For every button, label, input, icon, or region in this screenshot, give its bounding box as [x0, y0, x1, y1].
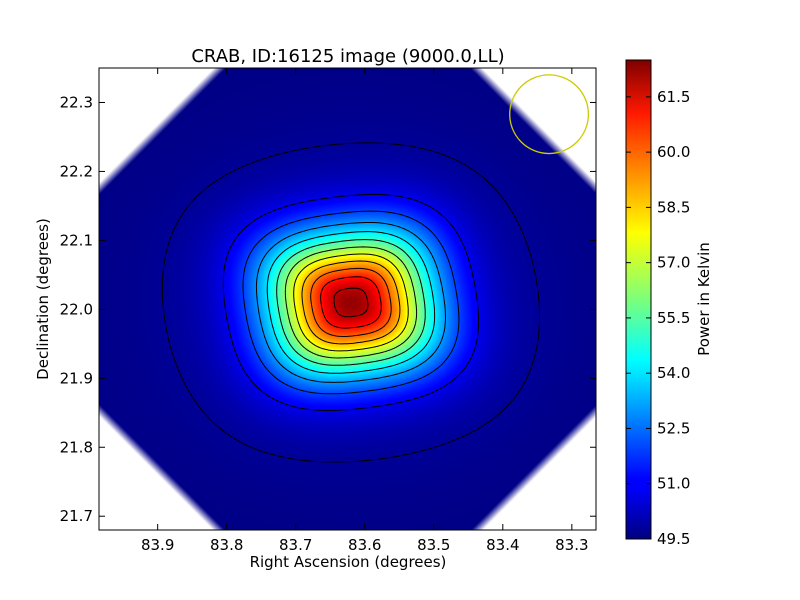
- y-axis-label: Declination (degrees): [34, 218, 52, 380]
- y-axis-ticks: 21.7 21.8 21.9 22.0 22.1 22.2 22.3: [60, 93, 596, 525]
- x-tick-label: 83.3: [555, 536, 588, 554]
- contour-line: [333, 287, 369, 318]
- colorbar-label: Power in Kelvin: [695, 242, 713, 356]
- colorbar: 49.5 51.0 52.5 54.0 55.5 57.0 58.5 60.0 61.5 Pow…: [625, 59, 713, 548]
- colorbar-gradient: [625, 59, 652, 540]
- colorbar-tick-label: 49.5: [657, 530, 690, 548]
- contour-line: [284, 246, 418, 359]
- chart-title: CRAB, ID:16125 image (9000.0,LL): [191, 46, 504, 67]
- contour-line: [222, 193, 480, 411]
- contour-line: [293, 253, 409, 352]
- contour-line: [320, 276, 382, 329]
- x-tick-label: 83.8: [210, 536, 243, 554]
- beam-circle: [509, 74, 590, 155]
- x-tick-label: 83.6: [348, 536, 381, 554]
- contour-line: [266, 231, 436, 374]
- colorbar-tick-label: 58.5: [657, 198, 690, 216]
- y-tick-label: 22.3: [60, 93, 93, 111]
- x-tick-label: 83.4: [486, 536, 519, 554]
- y-tick-label: 22.1: [60, 231, 93, 249]
- plot-area: [99, 68, 596, 530]
- colorbar-tick-label: 61.5: [657, 88, 690, 106]
- contour-lines: [161, 142, 540, 463]
- plot-frame: [98, 67, 597, 531]
- x-tick-label: 83.5: [417, 536, 450, 554]
- colorbar-tick-label: 60.0: [657, 143, 690, 161]
- heatmap-image: [99, 68, 596, 530]
- colorbar-tick-label: 55.5: [657, 309, 690, 327]
- x-tick-label: 83.9: [141, 536, 174, 554]
- contour-line: [310, 267, 392, 337]
- y-tick-label: 21.7: [60, 507, 93, 525]
- colorbar-tick-label: 52.5: [657, 419, 690, 437]
- x-axis-label: Right Ascension (degrees): [250, 553, 447, 571]
- colorbar-tick-label: 51.0: [657, 475, 690, 493]
- y-tick-label: 21.9: [60, 369, 93, 387]
- contour-line: [255, 222, 446, 383]
- y-tick-label: 22.2: [60, 162, 93, 180]
- contour-line: [301, 260, 401, 345]
- contour-line: [161, 142, 540, 463]
- y-tick-label: 21.8: [60, 438, 93, 456]
- colorbar-ticks: 49.5 51.0 52.5 54.0 55.5 57.0 58.5 60.0 61.5: [626, 88, 690, 548]
- x-tick-label: 83.7: [279, 536, 312, 554]
- y-tick-label: 22.0: [60, 300, 93, 318]
- contour-line: [276, 239, 426, 366]
- colorbar-tick-label: 54.0: [657, 364, 690, 382]
- colorbar-tick-label: 57.0: [657, 254, 690, 272]
- contour-line: [242, 210, 460, 395]
- x-axis-ticks: 83.9 83.8 83.7 83.6 83.5 83.4 83.3: [141, 68, 589, 554]
